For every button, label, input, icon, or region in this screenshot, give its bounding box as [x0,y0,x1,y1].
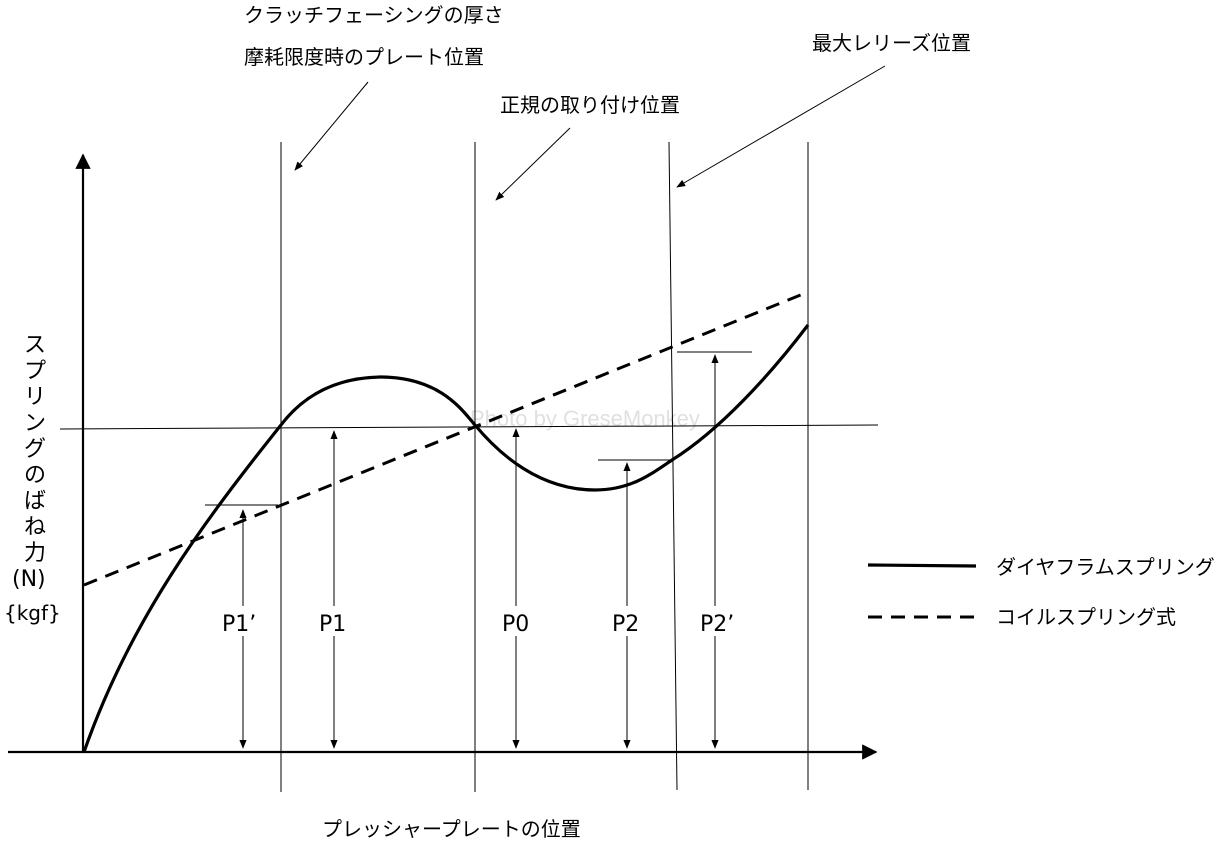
y-axis-label-char: 力 [24,541,46,566]
p1-label-bg [316,606,354,636]
y-axis-unit-kgf: {kgf} [4,601,61,625]
coil-spring-curve [83,290,809,587]
wear-limit-plate-position-annotation: 摩耗限度時のプレート位置 [244,45,484,69]
p1-prime-label: P1’ [222,612,256,637]
diaphragm-spring-curve [82,324,810,753]
y-axis-label-char: ね [24,515,46,540]
p0-label: P0 [502,612,529,637]
legend-diaphragm-label: ダイヤフラムスプリング [996,555,1215,579]
p2-label: P2 [612,612,639,637]
p2-label-bg [608,606,648,636]
y-axis-label: ス プ リ ン グ の ば ね 力 [24,333,46,566]
x-axis-label: プレッシャープレートの位置 [322,817,581,841]
normal-install-pointer-arrow [495,127,571,201]
max-release-pointer-arrow [676,65,886,188]
y-axis-unit-newton: (N) [12,567,46,592]
legend-diaphragm-swatch [867,563,977,568]
y-axis-label-char: グ [24,437,46,462]
p1-prime-label-bg [220,606,280,636]
y-axis-label-char: ば [24,489,46,514]
p2-prime-label: P2’ [700,612,734,637]
max-release-position-annotation: 最大レリーズ位置 [812,31,971,55]
reference-force-line [59,424,879,430]
y-axis-label-char: ス [24,333,46,358]
p2-prime-label-bg [696,606,754,636]
release-position-line [668,141,678,791]
facing-thickness-annotation: クラッチフェーシングの厚さ [244,3,504,27]
wear-limit-pointer-arrow [294,81,369,171]
p0-label-bg [498,606,538,636]
p1-label: P1 [319,612,346,637]
normal-install-position-annotation: 正規の取り付け位置 [500,93,680,117]
y-axis-label-char: の [24,463,46,488]
legend-coil-label: コイルスプリング式 [996,605,1176,629]
y-axis-label-char: ン [24,411,46,436]
y-axis-label-char: プ [24,359,46,384]
legend: ダイヤフラムスプリング コイルスプリング式 [867,555,1215,629]
y-axis-label-char: リ [24,385,46,410]
